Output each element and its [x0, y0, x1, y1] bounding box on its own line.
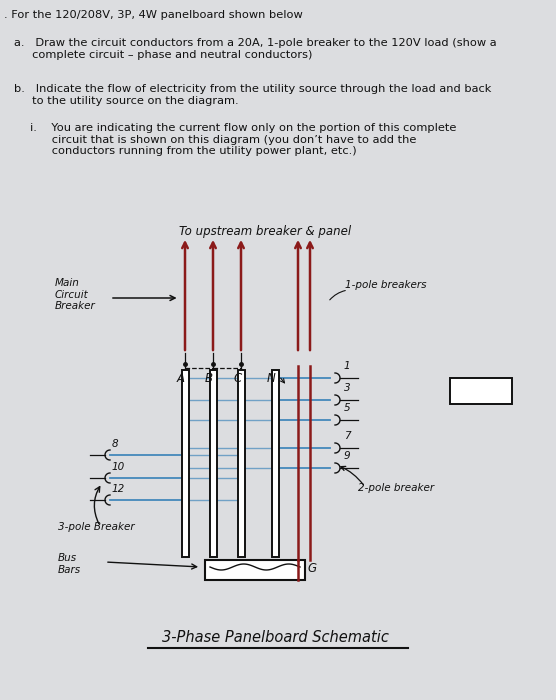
- Text: C: C: [233, 372, 241, 385]
- Text: 3: 3: [344, 383, 351, 393]
- Text: Main
Circuit
Breaker: Main Circuit Breaker: [55, 278, 96, 312]
- Bar: [181, 370, 188, 557]
- Text: A: A: [177, 372, 185, 385]
- Text: 3-pole Breaker: 3-pole Breaker: [58, 522, 135, 532]
- Text: B: B: [205, 372, 213, 385]
- Text: 1: 1: [344, 361, 351, 371]
- Text: 5: 5: [344, 403, 351, 413]
- Text: 7: 7: [344, 431, 351, 441]
- Text: Load: Load: [466, 384, 496, 398]
- Bar: [271, 370, 279, 557]
- Text: 1-pole breakers: 1-pole breakers: [345, 280, 426, 290]
- Bar: [205, 560, 305, 580]
- Text: N: N: [267, 372, 276, 385]
- Text: 9: 9: [344, 451, 351, 461]
- Text: G: G: [307, 562, 316, 575]
- Text: . For the 120/208V, 3P, 4W panelboard shown below: . For the 120/208V, 3P, 4W panelboard sh…: [4, 10, 303, 20]
- Text: To upstream breaker & panel: To upstream breaker & panel: [179, 225, 351, 238]
- Text: 12: 12: [112, 484, 125, 494]
- Text: 8: 8: [112, 439, 118, 449]
- Text: 3-Phase Panelboard Schematic: 3-Phase Panelboard Schematic: [162, 630, 389, 645]
- Text: i.    You are indicating the current flow only on the portion of this complete
 : i. You are indicating the current flow o…: [30, 123, 456, 156]
- Bar: [210, 370, 216, 557]
- Text: Bus
Bars: Bus Bars: [58, 553, 81, 575]
- Bar: [237, 370, 245, 557]
- Text: b.   Indicate the flow of electricity from the utility source through the load a: b. Indicate the flow of electricity from…: [14, 84, 492, 106]
- Bar: [450, 378, 512, 404]
- Text: a.   Draw the circuit conductors from a 20A, 1-pole breaker to the 120V load (sh: a. Draw the circuit conductors from a 20…: [14, 38, 497, 60]
- Text: 10: 10: [112, 462, 125, 472]
- Text: 2-pole breaker: 2-pole breaker: [358, 483, 434, 493]
